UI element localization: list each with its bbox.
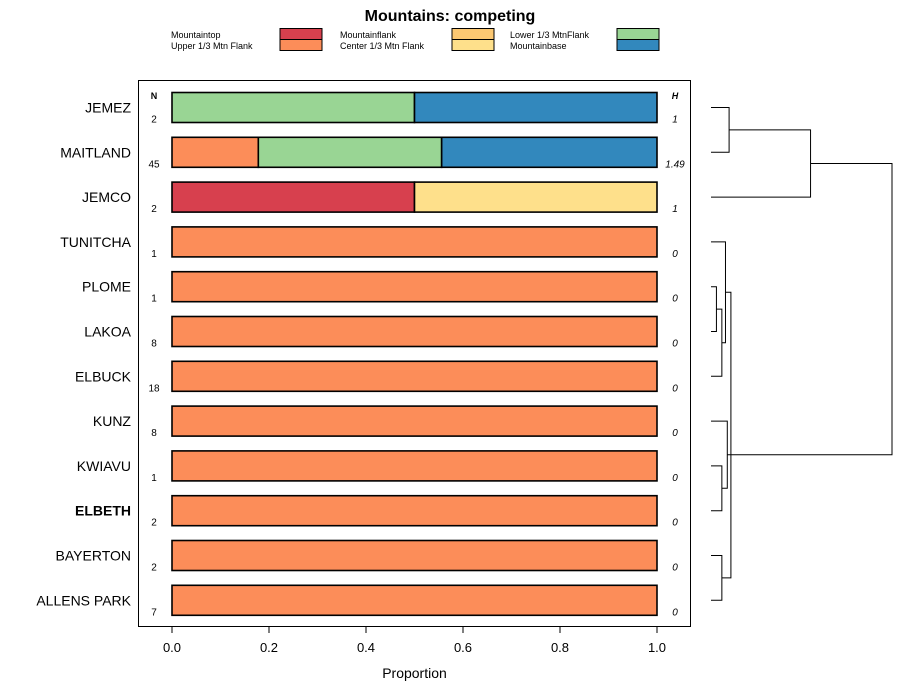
row-label: LAKOA	[84, 324, 131, 340]
legend-swatch	[451, 28, 495, 40]
row-label: JEMEZ	[85, 100, 131, 116]
n-value: 2	[151, 518, 157, 529]
h-value: 1	[672, 115, 678, 126]
legend-swatch	[616, 39, 660, 51]
bar-segment	[413, 181, 658, 213]
h-value: 0	[672, 249, 678, 260]
h-value: 0	[672, 428, 678, 439]
legend-swatch	[279, 28, 323, 40]
bar-segment	[171, 181, 416, 213]
dendrogram-link	[711, 286, 717, 332]
h-value: 0	[672, 607, 678, 618]
n-value: 2	[151, 563, 157, 574]
row-label: ALLENS PARK	[36, 592, 131, 608]
bar-segment	[171, 270, 658, 303]
x-tick-label: 0.4	[357, 640, 375, 655]
row-label: ELBUCK	[75, 368, 132, 384]
n-value: 1	[151, 473, 157, 484]
h-value: 0	[672, 383, 678, 394]
bar-segment	[171, 405, 658, 437]
row-label: KWIAVU	[77, 458, 131, 474]
h-value: 0	[672, 518, 678, 529]
legend-label: Mountainflank	[340, 30, 397, 40]
x-tick-label: 0.0	[163, 640, 181, 655]
h-value: 1.49	[665, 159, 685, 170]
h-value: 0	[672, 339, 678, 350]
bar-rows: JEMEZ 2 1 MAITLAND 45 1.49 JEMCO 2 1 TUNITCHA 1 0 PL…	[36, 91, 685, 618]
x-tick-label: 1.0	[648, 640, 666, 655]
bar-segment	[257, 136, 443, 169]
row-label: PLOME	[82, 279, 131, 295]
h-value: 1	[672, 204, 678, 215]
legend-label: Center 1/3 Mtn Flank	[340, 41, 425, 51]
dendrogram-link	[711, 555, 723, 601]
dendrogram-link	[711, 420, 728, 489]
bar-segment	[171, 315, 658, 348]
x-tick-label: 0.8	[551, 640, 569, 655]
bar-segment	[171, 360, 658, 393]
n-value: 45	[148, 159, 160, 170]
x-axis: 0.0 0.2 0.4 0.6 0.8 1.0	[163, 627, 666, 655]
row-label: BAYERTON	[56, 548, 131, 564]
legend-label: Lower 1/3 MtnFlank	[510, 30, 590, 40]
legend-swatch	[279, 39, 323, 51]
n-value: 1	[151, 249, 157, 260]
bar-segment	[171, 450, 658, 482]
row-label: MAITLAND	[60, 144, 131, 160]
dendrogram	[711, 107, 893, 601]
n-value: 1	[151, 294, 157, 305]
legend-swatch	[451, 39, 495, 51]
bar-segment	[440, 136, 658, 169]
legend-label: Mountaintop	[171, 30, 221, 40]
bar-segment	[171, 539, 658, 572]
x-axis-label: Proportion	[382, 665, 447, 681]
bar-segment	[171, 226, 658, 258]
h-value: 0	[672, 473, 678, 484]
n-value: 8	[151, 339, 157, 350]
legend-swatch	[616, 28, 660, 40]
row-label: JEMCO	[82, 189, 131, 205]
x-tick-label: 0.2	[260, 640, 278, 655]
row-label: ELBETH	[75, 503, 131, 519]
chart-title: Mountains: competing	[365, 8, 536, 25]
bar-segment	[171, 494, 658, 527]
legend-label: Upper 1/3 Mtn Flank	[171, 41, 253, 51]
h-value: 0	[672, 294, 678, 305]
n-value: 8	[151, 428, 157, 439]
dendrogram-link	[711, 465, 723, 512]
legend-label: Mountainbase	[510, 41, 567, 51]
bar-segment	[171, 136, 260, 169]
x-tick-label: 0.6	[454, 640, 472, 655]
n-value: 18	[148, 383, 160, 394]
n-value: 7	[151, 607, 157, 618]
dendrogram-link	[727, 163, 893, 456]
h-value: 0	[672, 563, 678, 574]
n-value: 2	[151, 115, 157, 126]
dendrogram-link	[711, 107, 730, 153]
plot-frame	[138, 80, 691, 627]
dendrogram-link	[711, 241, 726, 344]
h-header: H	[672, 91, 679, 101]
bar-segment	[171, 91, 416, 124]
bar-segment	[171, 584, 658, 617]
bar-segment	[413, 91, 658, 124]
dendrogram-link	[721, 291, 732, 579]
row-label: TUNITCHA	[60, 234, 131, 250]
n-value: 2	[151, 204, 157, 215]
n-header: N	[151, 91, 158, 101]
row-label: KUNZ	[93, 413, 132, 429]
dendrogram-link	[711, 129, 812, 198]
